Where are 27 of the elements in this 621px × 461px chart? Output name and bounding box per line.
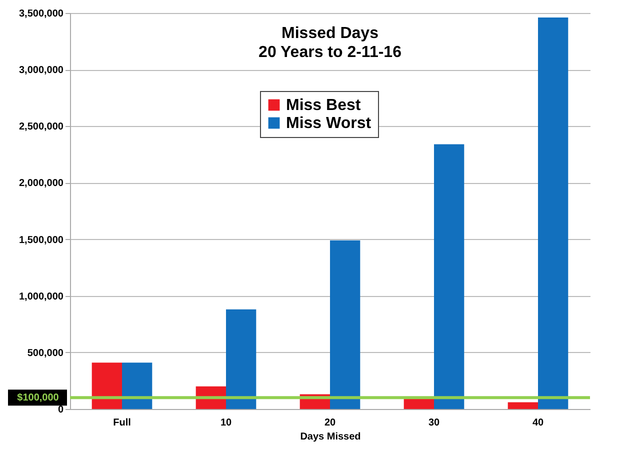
bar xyxy=(92,362,122,409)
y-tick-label: 1,000,000 xyxy=(19,291,64,302)
bar xyxy=(122,362,152,409)
bar xyxy=(538,18,568,409)
y-tick-label: 0 xyxy=(58,404,64,416)
x-tick-label: 20 xyxy=(324,418,336,428)
x-tick-label: 10 xyxy=(220,418,232,428)
legend-label: Miss Best xyxy=(286,97,362,114)
y-tick-label: 2,000,000 xyxy=(19,178,64,190)
x-tick-label: 30 xyxy=(428,418,440,428)
x-tick-label: 40 xyxy=(532,418,544,428)
y-tick-label: 3,500,000 xyxy=(19,8,64,20)
bar xyxy=(508,402,538,409)
legend-label: Miss Worst xyxy=(286,115,372,132)
y-tick-label: 2,500,000 xyxy=(19,122,64,133)
bar xyxy=(330,240,360,409)
bar xyxy=(226,309,256,409)
text: Missed Days xyxy=(282,25,379,42)
bar xyxy=(434,144,464,409)
x-tick-label: Full xyxy=(113,418,132,428)
text: 20 Years to 2-11-16 xyxy=(258,44,402,61)
x-axis-title: Days Missed xyxy=(300,432,361,442)
bar xyxy=(404,398,434,409)
y-tick-label: 500,000 xyxy=(27,348,64,359)
y-tick-label: 3,000,000 xyxy=(19,65,64,76)
y-tick-label: 1,500,000 xyxy=(19,234,64,246)
ref-line-label: $100,000 xyxy=(17,392,60,404)
